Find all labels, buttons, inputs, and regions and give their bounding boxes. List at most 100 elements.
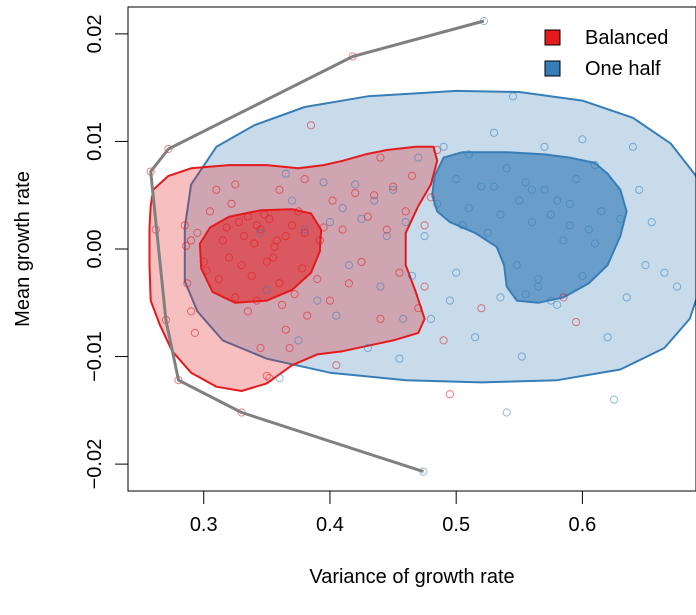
point-balanced: [277, 300, 287, 309]
point-balanced: [224, 253, 234, 262]
y-tick-label: −0.02: [84, 439, 106, 490]
point-balanced: [164, 144, 173, 154]
point-balanced: [395, 268, 404, 277]
point-one-half: [389, 185, 398, 194]
point-one-half: [281, 169, 290, 178]
point-balanced: [205, 207, 215, 216]
point-balanced: [559, 293, 568, 302]
point-one-half: [521, 290, 530, 299]
point-balanced: [338, 225, 347, 234]
point-one-half: [496, 210, 505, 219]
point-one-half: [288, 196, 297, 205]
point-balanced: [183, 279, 192, 288]
point-one-half: [399, 314, 408, 323]
point-one-half: [483, 228, 492, 237]
x-tick-label: 0.4: [316, 514, 344, 536]
point-one-half: [559, 236, 568, 245]
point-one-half: [313, 296, 322, 305]
point-one-half: [540, 142, 549, 151]
point-one-half: [616, 214, 625, 223]
point-balanced: [193, 228, 202, 237]
point-one-half: [344, 261, 353, 270]
point-one-half: [590, 161, 600, 170]
point-one-half: [603, 333, 612, 342]
point-balanced: [439, 336, 448, 345]
point-balanced: [285, 343, 294, 353]
point-balanced: [426, 193, 435, 202]
point-one-half: [546, 210, 555, 219]
point-one-half: [512, 261, 521, 270]
point-balanced: [313, 275, 322, 284]
point-one-half: [534, 275, 543, 284]
point-one-half: [275, 374, 284, 383]
point-one-half: [521, 178, 530, 187]
legend-label-one-half: One half: [585, 58, 661, 80]
point-balanced: [315, 236, 324, 245]
point-balanced: [370, 191, 379, 200]
point-balanced: [281, 232, 290, 241]
point-balanced: [275, 279, 284, 288]
point-one-half: [578, 271, 587, 280]
x-tick-label: 0.6: [568, 514, 596, 536]
point-one-half: [565, 221, 574, 230]
point-balanced: [240, 232, 249, 241]
point-one-half: [540, 185, 549, 194]
point-balanced: [477, 304, 486, 313]
point-balanced: [218, 236, 227, 245]
point-one-half: [673, 282, 682, 291]
point-one-half: [332, 311, 341, 320]
point-balanced: [231, 293, 240, 302]
point-one-half: [477, 182, 486, 191]
point-balanced: [252, 296, 261, 305]
point-balanced: [300, 175, 309, 184]
point-one-half: [489, 128, 499, 137]
point-one-half: [445, 296, 454, 305]
hull-line: [149, 19, 485, 474]
x-axis: 0.3 0.4 0.5 0.6: [190, 490, 596, 536]
point-one-half: [407, 271, 417, 280]
point-one-half: [376, 282, 385, 291]
point-balanced: [182, 241, 191, 250]
y-axis: −0.02 −0.01 0.00 0.01 0.02: [84, 14, 129, 490]
point-one-half: [300, 225, 309, 234]
point-balanced: [269, 253, 278, 262]
legend: Balanced One half: [544, 27, 668, 80]
point-one-half: [517, 352, 526, 361]
point-balanced: [572, 318, 581, 327]
point-balanced: [222, 223, 231, 232]
point-balanced: [275, 185, 284, 194]
point-one-half: [401, 218, 410, 227]
point-one-half: [294, 336, 303, 345]
point-one-half: [452, 175, 461, 184]
point-balanced: [237, 261, 246, 270]
point-balanced: [243, 212, 252, 221]
point-balanced: [281, 325, 290, 334]
x-axis-label: Variance of growth rate: [309, 566, 514, 588]
y-tick-label: 0.00: [84, 230, 106, 269]
point-balanced: [407, 171, 417, 180]
point-balanced: [382, 225, 391, 234]
point-one-half: [565, 199, 574, 208]
point-balanced: [243, 307, 252, 316]
point-one-half: [502, 408, 511, 417]
point-one-half: [597, 207, 606, 216]
x-tick-label: 0.3: [190, 514, 218, 536]
point-one-half: [363, 343, 372, 353]
y-tick-label: 0.02: [84, 14, 106, 53]
point-one-half: [635, 185, 644, 194]
point-balanced: [389, 182, 398, 191]
point-one-half: [452, 268, 461, 277]
point-balanced: [401, 207, 410, 216]
point-balanced: [180, 221, 189, 230]
point-balanced: [300, 228, 309, 237]
point-one-half: [464, 150, 473, 159]
point-balanced: [260, 210, 269, 219]
point-balanced: [199, 257, 208, 266]
point-balanced: [250, 239, 259, 248]
point-one-half: [553, 196, 562, 205]
point-one-half: [351, 180, 360, 189]
point-balanced: [445, 390, 454, 399]
point-balanced: [235, 218, 244, 227]
point-one-half: [502, 164, 511, 173]
point-balanced: [190, 328, 199, 337]
